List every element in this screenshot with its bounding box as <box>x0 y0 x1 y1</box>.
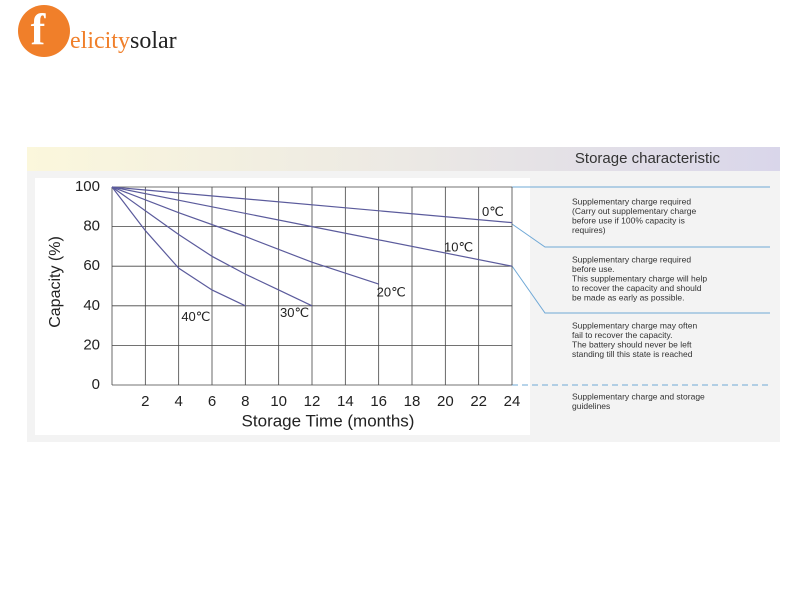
y-axis-label: Capacity (%) <box>47 236 64 328</box>
connector <box>511 265 770 314</box>
note-line: to recover the capacity and should <box>572 283 702 293</box>
series-line <box>111 186 379 285</box>
x-tick-label: 6 <box>208 393 216 410</box>
x-tick-label: 18 <box>404 393 421 410</box>
y-tick-label: 100 <box>75 178 100 195</box>
connector <box>511 223 770 248</box>
logo-circle <box>18 5 70 57</box>
connectors <box>511 186 770 386</box>
logo-word: elicitysolar <box>70 28 177 54</box>
note-line: The battery should never be left <box>572 339 692 349</box>
logo-mark: f <box>31 5 47 54</box>
series-label: 10℃ <box>444 240 473 255</box>
series-line <box>111 186 513 267</box>
y-tick-label: 80 <box>83 218 100 235</box>
note-line: before use if 100% capacity is <box>572 215 685 225</box>
note-line: before use. <box>572 264 615 274</box>
series-line <box>111 186 313 307</box>
series-line <box>111 186 513 224</box>
series-label: 30℃ <box>280 305 309 320</box>
note-line: Supplementary charge required <box>572 196 691 206</box>
note-line: fail to recover the capacity. <box>572 330 672 340</box>
note-line: Supplementary charge required <box>572 254 691 264</box>
note-line: requires) <box>572 225 606 235</box>
note-line: (Carry out supplementary charge <box>572 206 697 216</box>
x-tick-label: 2 <box>141 393 149 410</box>
x-tick-label: 12 <box>304 393 321 410</box>
logo-word1: elicity <box>70 28 130 54</box>
note-line: standing till this state is reached <box>572 349 693 359</box>
y-tick-label: 0 <box>92 376 100 393</box>
series-line <box>111 186 246 307</box>
note-line: be made as early as possible. <box>572 292 684 302</box>
series-label: 40℃ <box>181 309 210 324</box>
series-label: 20℃ <box>377 284 406 299</box>
x-tick-label: 20 <box>437 393 454 410</box>
x-tick-label: 14 <box>337 393 354 410</box>
y-tick-label: 20 <box>83 336 100 353</box>
x-tick-label: 16 <box>370 393 387 410</box>
note-line: This supplementary charge will help <box>572 273 707 283</box>
header-title: Storage characteristic <box>575 150 721 167</box>
x-tick-label: 24 <box>504 393 521 410</box>
y-tick-label: 40 <box>83 297 100 314</box>
series-label: 0℃ <box>482 204 504 219</box>
x-axis-label: Storage Time (months) <box>242 411 415 430</box>
x-tick-label: 4 <box>174 393 182 410</box>
x-tick-label: 10 <box>270 393 287 410</box>
logo-word2: solar <box>130 28 177 54</box>
x-tick-label: 8 <box>241 393 249 410</box>
note-line: Supplementary charge and storage <box>572 391 705 401</box>
note-line: guidelines <box>572 401 610 411</box>
note-line: Supplementary charge may often <box>572 320 697 330</box>
y-tick-label: 60 <box>83 257 100 274</box>
header-bar <box>27 147 780 171</box>
notes: Supplementary charge required(Carry out … <box>572 196 707 411</box>
x-tick-label: 22 <box>470 393 487 410</box>
